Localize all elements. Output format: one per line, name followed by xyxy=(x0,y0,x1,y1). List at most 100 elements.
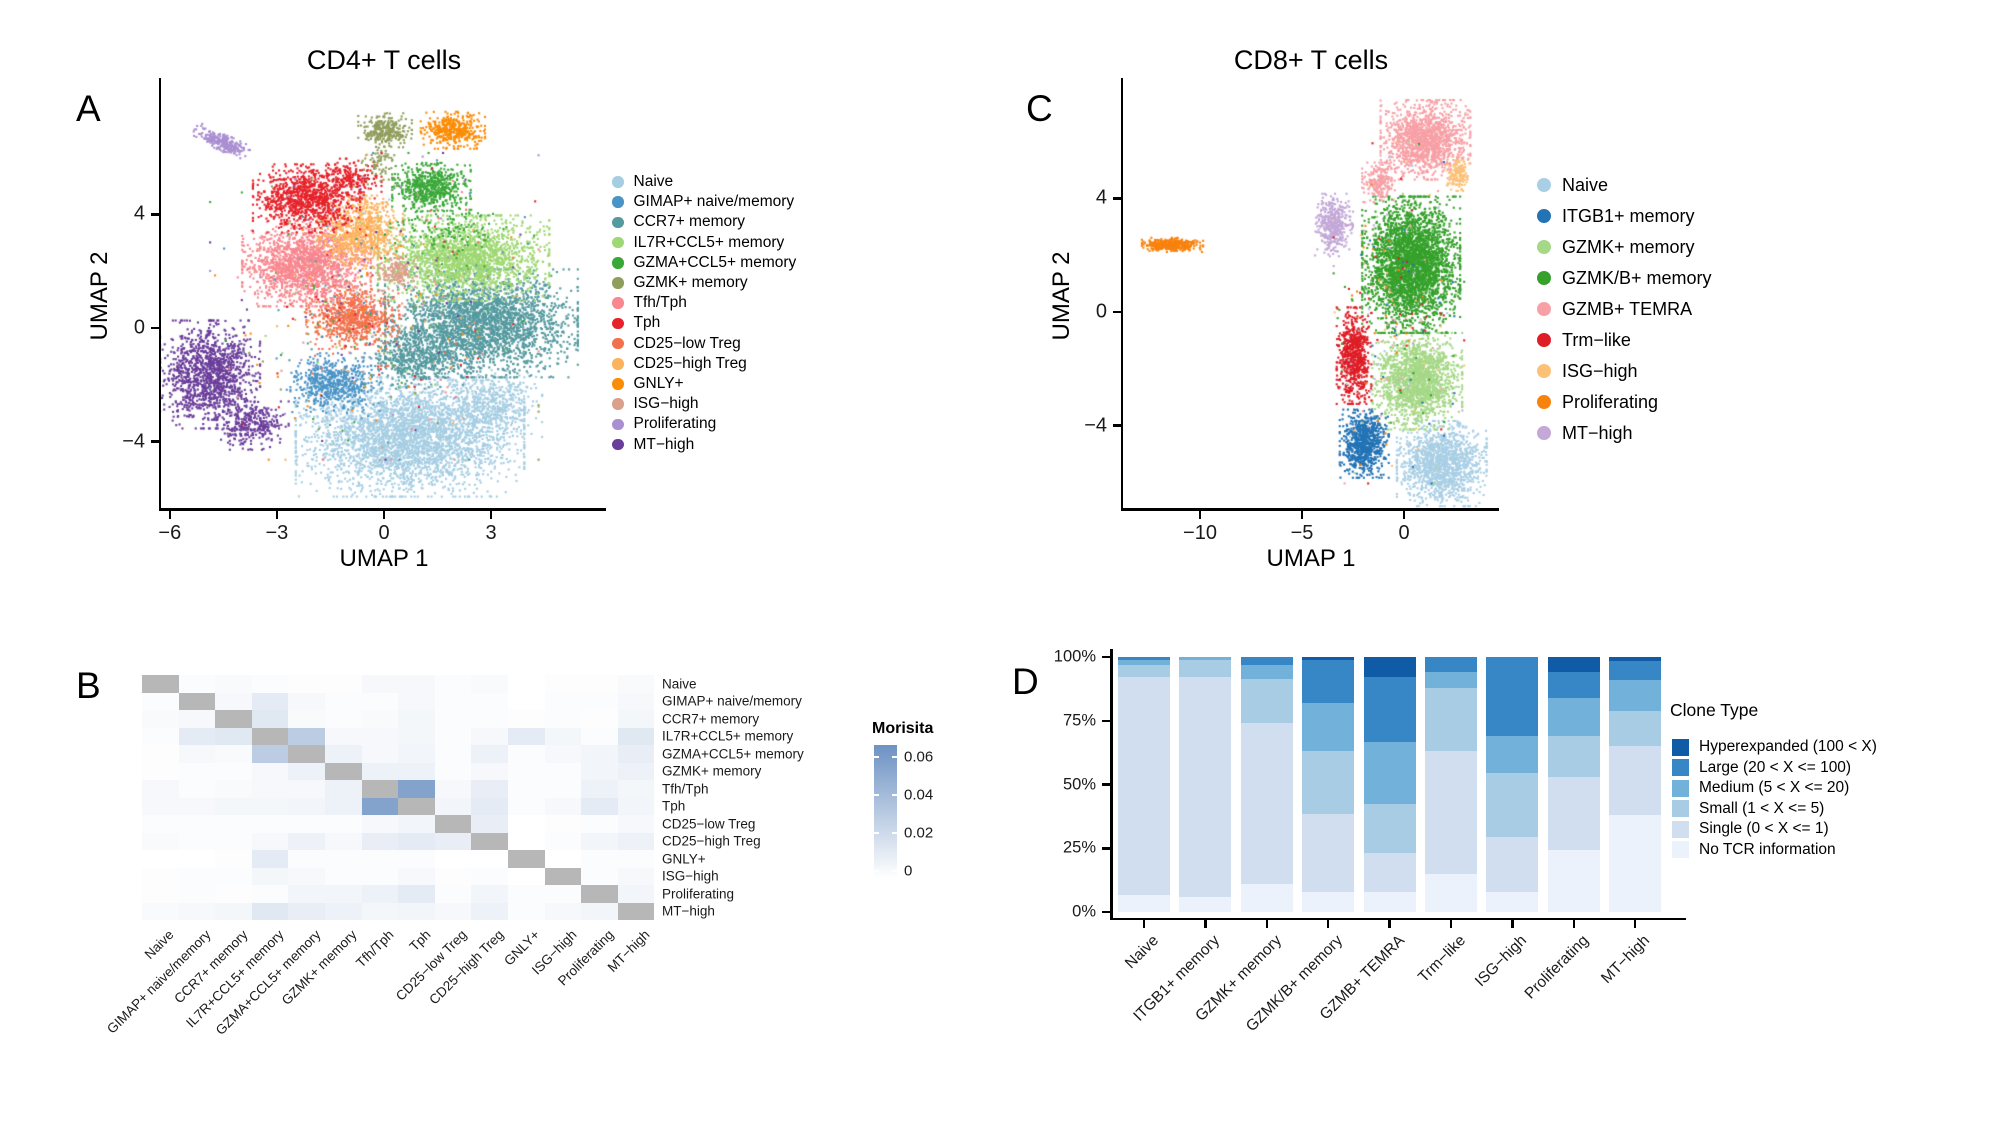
cd4-legend-label: GZMA+CCL5+ memory xyxy=(633,253,797,271)
bar-segment-no xyxy=(1425,873,1477,912)
bar-segment-small xyxy=(1179,659,1232,678)
cd4-legend-item: GZMA+CCL5+ memory xyxy=(612,253,796,273)
heatmap-cell xyxy=(471,867,508,885)
heatmap-cell xyxy=(215,832,252,850)
panel-c-yaxis-title: UMAP 2 xyxy=(1048,251,1075,341)
d-x-tick-mark xyxy=(1572,920,1576,928)
heatmap-cell xyxy=(142,815,179,833)
heatmap-cell xyxy=(581,780,618,798)
heatmap-cell xyxy=(544,867,582,885)
heatmap-cell xyxy=(178,762,216,780)
heatmap-cell xyxy=(142,692,179,710)
heatmap-cell xyxy=(288,710,325,728)
heatmap-row-label: Proliferating xyxy=(662,886,735,902)
bar-segment-large xyxy=(1609,661,1662,680)
heatmap-cell xyxy=(251,850,289,868)
cd4-legend-item: CD25−low Treg xyxy=(612,334,741,354)
colorbar-tick-dash-left xyxy=(874,832,879,834)
heatmap-cell xyxy=(398,675,435,693)
x-tick-mark xyxy=(275,510,279,519)
cd8-legend-item: ISG−high xyxy=(1537,356,1638,387)
cd4-legend-label: CD25−high Treg xyxy=(633,354,747,372)
y-tick-label: −4 xyxy=(122,430,145,453)
heatmap-cell xyxy=(434,815,472,833)
heatmap-cell xyxy=(398,727,435,745)
heatmap-cell xyxy=(398,850,435,868)
cd8-legend-item: GZMB+ TEMRA xyxy=(1537,294,1692,325)
clone-legend-label: No TCR information xyxy=(1699,840,1836,858)
bar-segment-large xyxy=(1425,657,1477,673)
d-category-label: MT−high xyxy=(1598,931,1654,987)
heatmap-cell xyxy=(508,780,545,798)
heatmap-cell xyxy=(471,815,508,833)
heatmap-cell xyxy=(398,867,435,885)
heatmap-cell xyxy=(544,832,582,850)
heatmap-cell xyxy=(325,867,362,885)
d-x-tick-mark xyxy=(1388,920,1391,928)
heatmap-cell xyxy=(251,867,289,885)
cd4-legend-item: Tph xyxy=(612,313,660,333)
heatmap-cell xyxy=(215,692,252,710)
panel-c-xaxis-title: UMAP 1 xyxy=(1266,545,1356,572)
heatmap-row-label: GZMK+ memory xyxy=(662,763,762,779)
heatmap-cell xyxy=(508,727,545,745)
heatmap-cell xyxy=(288,727,325,745)
heatmap-cell xyxy=(398,780,435,798)
bar-segment-single xyxy=(1240,723,1293,884)
heatmap-cell xyxy=(178,745,216,763)
cd4-legend-label: CD25−low Treg xyxy=(633,334,741,352)
heatmap-cell xyxy=(361,727,399,745)
cd4-legend-dot xyxy=(612,317,624,330)
bar-segment-large xyxy=(1486,657,1539,737)
cd4-legend-item: CCR7+ memory xyxy=(612,212,745,232)
d-x-tick-mark xyxy=(1204,920,1207,928)
cd4-legend-dot xyxy=(612,378,624,390)
cd4-legend-label: GZMK+ memory xyxy=(633,273,748,291)
heatmap-cell xyxy=(508,902,545,920)
clone-legend-swatch xyxy=(1672,841,1689,859)
heatmap-row-label: CD25−high Treg xyxy=(662,833,761,849)
cd4-legend-label: Proliferating xyxy=(633,415,717,433)
heatmap-row-label: CD25−low Treg xyxy=(662,816,756,832)
stacked-bar xyxy=(1609,657,1662,912)
cd4-legend-item: Tfh/Tph xyxy=(612,293,687,313)
heatmap-cell xyxy=(142,745,179,763)
d-y-tick-mark xyxy=(1102,783,1110,786)
cd8-legend-item: Proliferating xyxy=(1537,387,1658,418)
heatmap-cell xyxy=(434,745,472,763)
cd8-legend-label: MT−high xyxy=(1562,422,1633,443)
heatmap-cell xyxy=(581,815,618,833)
bar-segment-large xyxy=(1302,659,1355,703)
clone-legend-item: Large (20 < X <= 100) xyxy=(1672,758,1851,779)
colorbar-gradient xyxy=(874,745,897,878)
cd8-legend-item: GZMK/B+ memory xyxy=(1537,263,1712,294)
colorbar-tick-dash-right xyxy=(892,794,897,796)
heatmap-cell xyxy=(617,675,655,693)
heatmap-cell xyxy=(471,902,508,920)
heatmap-row-label: Naive xyxy=(662,676,697,692)
bar-segment-small xyxy=(1486,773,1539,837)
stacked-bar xyxy=(1547,657,1600,912)
y-tick-mark xyxy=(1112,310,1121,314)
cd4-legend-label: Tph xyxy=(633,314,661,332)
panel-a-title: CD4+ T cells xyxy=(306,45,462,75)
cd4-legend-dot xyxy=(612,398,624,410)
heatmap-cell xyxy=(325,762,362,780)
heatmap-cell xyxy=(398,832,435,850)
heatmap-cell xyxy=(471,710,508,728)
colorbar-tick-dash-right xyxy=(892,870,897,872)
heatmap-cell xyxy=(325,780,362,798)
heatmap-cell xyxy=(471,832,508,850)
heatmap-cell xyxy=(251,727,289,745)
heatmap-cell xyxy=(361,815,399,833)
umap-points-canvas xyxy=(161,80,606,508)
heatmap-cell xyxy=(142,762,179,780)
stacked-bar xyxy=(1425,657,1477,912)
cd4-legend-item: GZMK+ memory xyxy=(612,273,748,293)
bar-segment-large xyxy=(1547,672,1600,698)
heatmap-cell xyxy=(508,850,545,868)
heatmap-cell xyxy=(581,710,618,728)
heatmap-cell xyxy=(288,867,325,885)
bar-segment-no xyxy=(1302,891,1355,912)
bar-segment-medium xyxy=(1425,672,1477,688)
